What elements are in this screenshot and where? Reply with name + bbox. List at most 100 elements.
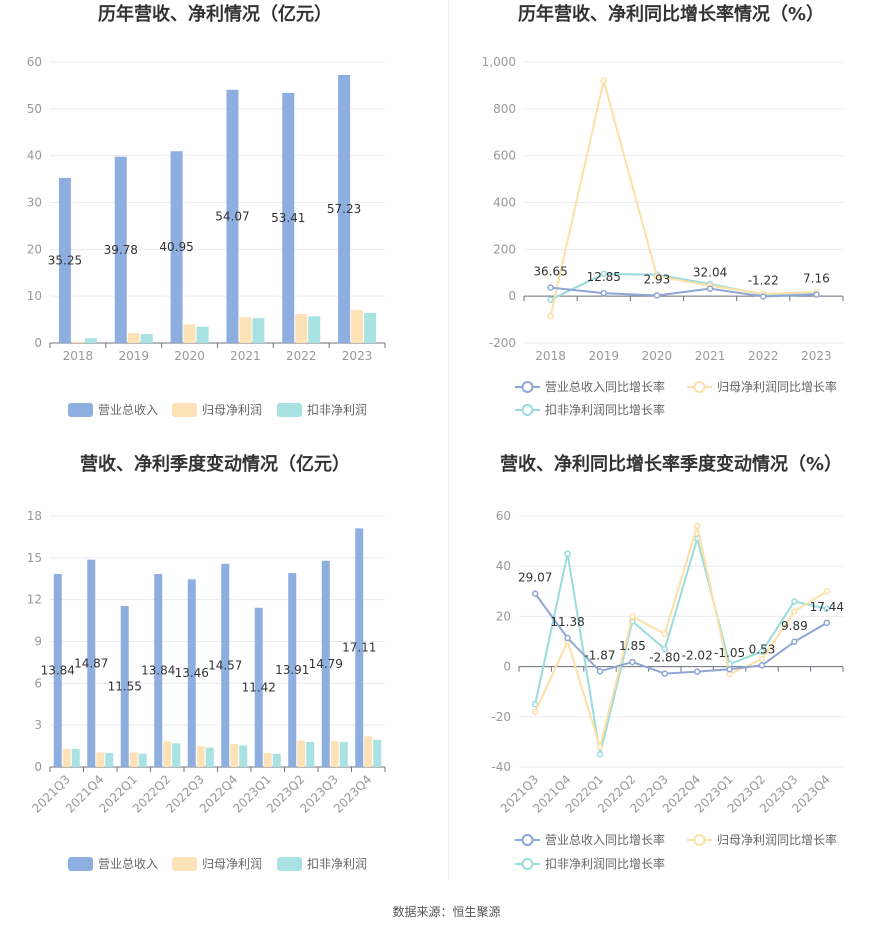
bar-data-label: 13.91 — [275, 663, 309, 677]
bar-营业总收入-2023Q2 — [288, 573, 297, 767]
bar-归母净利润-2022Q4 — [230, 743, 239, 767]
x-tick-label: 2019 — [588, 349, 619, 363]
bar-归母净利润-2022Q3 — [196, 746, 205, 767]
bar-data-label: 57.23 — [327, 202, 361, 216]
bar-扣非净利润-2023Q4 — [373, 739, 382, 767]
y-tick-label: 12 — [27, 593, 42, 607]
bar-营业总收入-2020 — [170, 151, 183, 343]
y-tick-label: -20 — [491, 710, 511, 724]
bar-data-label: 13.84 — [41, 664, 75, 678]
data-source-note: 数据来源：恒生聚源 — [392, 905, 501, 919]
bar-营业总收入-2022Q2 — [154, 574, 163, 767]
y-tick-label: 20 — [496, 609, 511, 623]
point-归母净利润同比增长率-2018 — [547, 312, 554, 320]
point-营业总收入同比增长率-2023Q4 — [823, 619, 831, 627]
legend-marker-归母净利润同比增长率 — [693, 834, 706, 846]
point-归母净利润同比增长率-2023Q2 — [758, 655, 766, 663]
chart-quarterly-growth-rate-svg: 营收、净利同比增长率季度变动情况（%）-40-2002040602021Q320… — [491, 453, 844, 871]
x-tick-label: 2022 — [748, 349, 779, 363]
bar-归母净利润-2022Q2 — [163, 741, 172, 767]
bar-扣非净利润-2020 — [196, 326, 209, 343]
x-tick-label: 2023 — [801, 349, 832, 363]
point-扣非净利润同比增长率-2023Q4 — [823, 605, 831, 613]
y-tick-label: 9 — [34, 635, 42, 649]
bar-营业总收入-2021Q4 — [87, 559, 96, 767]
point-营业总收入同比增长率-2018 — [547, 284, 554, 291]
bar-扣非净利润-2021Q3 — [71, 748, 80, 767]
line-data-label: 7.16 — [803, 271, 830, 285]
legend-marker-归母净利润同比增长率 — [693, 381, 706, 393]
y-tick-label: 600 — [493, 149, 516, 163]
y-tick-label: 60 — [27, 55, 42, 69]
bar-归母净利润-2020 — [183, 324, 196, 343]
line-data-label: 12.85 — [587, 270, 621, 284]
point-扣非净利润同比增长率-2023Q2 — [758, 648, 766, 655]
bar-data-label: 14.87 — [74, 656, 108, 670]
x-tick-label: 2021 — [230, 349, 261, 363]
bar-扣非净利润-2023Q2 — [306, 741, 315, 767]
y-tick-label: 1,000 — [482, 55, 516, 69]
legend-label: 扣非净利润 — [307, 403, 367, 417]
point-营业总收入同比增长率-2021 — [706, 285, 714, 292]
legend-label: 营业总收入 — [98, 403, 158, 417]
line-data-label: 17.44 — [810, 600, 844, 614]
bar-营业总收入-2023Q3 — [321, 560, 330, 767]
y-tick-label: 0 — [34, 336, 42, 350]
point-归母净利润同比增长率-2022Q2 — [629, 613, 636, 620]
point-扣非净利润同比增长率-2018 — [547, 296, 554, 303]
legend-swatch-扣非净利润 — [277, 403, 302, 417]
bar-扣非净利润-2022Q4 — [239, 745, 248, 767]
x-tick-label: 2021 — [695, 349, 726, 363]
bar-归母净利润-2021Q4 — [96, 752, 105, 767]
legend-swatch-归母净利润 — [172, 857, 197, 871]
bar-data-label: 14.57 — [208, 658, 242, 672]
point-归母净利润同比增长率-2022Q3 — [661, 630, 669, 638]
x-tick-label: 2018 — [535, 349, 566, 363]
point-归母净利润同比增长率-2020 — [653, 273, 661, 280]
bar-营业总收入-2022Q1 — [120, 605, 129, 767]
y-tick-label: 30 — [27, 196, 42, 210]
bar-归母净利润-2022Q1 — [129, 752, 138, 767]
line-data-label: -1.05 — [714, 646, 745, 660]
bar-营业总收入-2022Q4 — [221, 563, 230, 767]
legend-label: 扣非净利润同比增长率 — [545, 856, 665, 871]
bar-营业总收入-2023 — [338, 74, 351, 343]
line-data-label: 2.93 — [644, 272, 671, 286]
bar-扣非净利润-2023Q1 — [272, 753, 281, 767]
bar-营业总收入-2021Q3 — [53, 574, 62, 767]
point-扣非净利润同比增长率-2023Q3 — [791, 598, 798, 605]
legend-label: 营业总收入 — [98, 857, 158, 871]
bar-扣非净利润-2022Q1 — [138, 753, 147, 767]
bar-营业总收入-2023Q1 — [254, 607, 263, 767]
point-归母净利润同比增长率-2023Q3 — [791, 608, 798, 615]
legend-marker-营业总收入同比增长率 — [521, 834, 534, 846]
y-tick-label: 0 — [34, 760, 42, 774]
panel-divider — [448, 0, 449, 880]
x-tick-label: 2019 — [118, 349, 149, 363]
bar-归母净利润-2023 — [351, 310, 364, 343]
y-tick-label: 0 — [503, 660, 511, 674]
chart-annual-revenue-profit-svg: 历年营收、净利情况（亿元） 0 10 20 30 40 50 60 2018 2019 2020 20… — [27, 3, 386, 417]
y-tick-label: 60 — [496, 509, 511, 523]
line-营业总收入同比增长率 — [550, 286, 817, 298]
bar-归母净利润-2023Q3 — [330, 741, 339, 767]
line-data-label: 11.38 — [550, 615, 584, 629]
chart-title: 历年营收、净利同比增长率情况（%） — [518, 3, 824, 25]
point-扣非净利润同比增长率-2022Q3 — [661, 645, 669, 653]
bar-扣非净利润-2023 — [364, 313, 377, 343]
chart-annual-growth-rate: 历年营收、净利同比增长率情况（%） -200 0 200 400 600 800 1,000 2… — [449, 0, 893, 430]
bar-扣非净利润-2019 — [140, 334, 153, 343]
line-data-label: 32.04 — [693, 266, 727, 280]
point-营业总收入同比增长率-2023Q2 — [758, 662, 766, 669]
x-tick-label: 2022 — [286, 349, 317, 363]
point-营业总收入同比增长率-2022 — [760, 293, 767, 300]
bar-data-label: 11.55 — [108, 679, 142, 693]
y-tick-label: 800 — [493, 102, 516, 116]
legend-swatch-归母净利润 — [172, 403, 197, 417]
bar-营业总收入-2022Q3 — [187, 579, 196, 767]
y-tick-label: 400 — [493, 196, 516, 210]
legend-label: 归母净利润 — [202, 403, 262, 417]
y-tick-label: 40 — [496, 559, 511, 573]
y-tick-label: 6 — [34, 676, 42, 690]
y-tick-label: 40 — [27, 149, 42, 163]
